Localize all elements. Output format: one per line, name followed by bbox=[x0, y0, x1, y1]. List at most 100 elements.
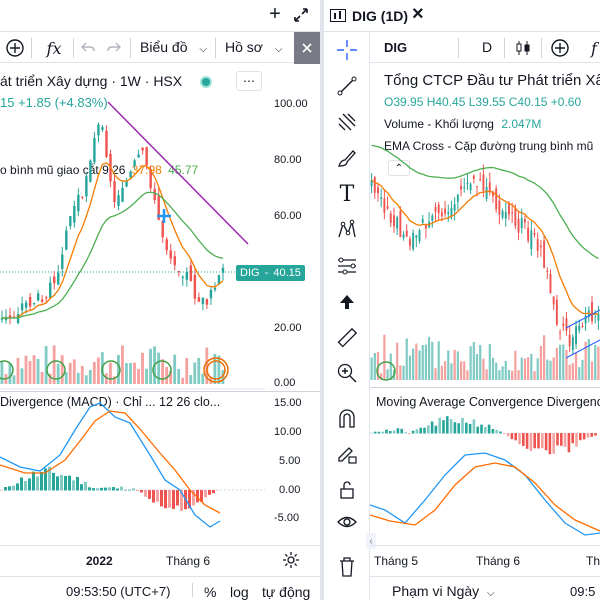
lock-icon[interactable] bbox=[335, 478, 359, 502]
chart-tab[interactable]: DIG (1D) × bbox=[324, 0, 600, 31]
macd-histogram-bar bbox=[68, 475, 71, 491]
layout-divider[interactable] bbox=[320, 0, 324, 600]
volume-bar bbox=[165, 366, 169, 384]
macd-histogram-bar bbox=[140, 490, 143, 493]
volume-bar bbox=[217, 355, 221, 384]
candle-body bbox=[125, 180, 128, 187]
add-indicator-icon[interactable] bbox=[549, 37, 571, 59]
percent-scale-button[interactable]: % bbox=[204, 584, 217, 600]
eye-icon[interactable] bbox=[335, 510, 359, 534]
candle-body bbox=[53, 276, 56, 284]
profile-dropdown[interactable]: Hồ sơ ⌵ bbox=[225, 39, 282, 55]
stay-in-drawing-icon[interactable] bbox=[335, 442, 359, 466]
volume-bar bbox=[469, 346, 472, 380]
collapse-panel-button[interactable] bbox=[294, 32, 320, 64]
candle-body bbox=[520, 218, 523, 229]
crosshair-tool-icon[interactable] bbox=[335, 38, 359, 62]
candle-body bbox=[584, 315, 587, 324]
undo-icon[interactable] bbox=[78, 38, 98, 58]
left-price-axis[interactable]: 100.00 80.00 60.00 20.00 0.00 bbox=[265, 63, 320, 393]
pane-divider[interactable] bbox=[0, 391, 320, 392]
magnet-icon[interactable] bbox=[335, 406, 359, 430]
date-range-dropdown[interactable]: Phạm vi Ngày ⌵ bbox=[392, 583, 495, 599]
symbol-title[interactable]: át triển Xây dựng · 1W · HSX bbox=[0, 73, 183, 89]
brush-tool-icon[interactable] bbox=[335, 146, 359, 170]
candle-body bbox=[568, 334, 571, 347]
right-macd-chart[interactable] bbox=[370, 405, 600, 545]
candle-body bbox=[153, 189, 156, 201]
ema-cross-legend[interactable]: EMA Cross - Cặp đường trung bình mũ bbox=[384, 139, 594, 153]
volume-bar bbox=[96, 357, 100, 384]
volume-bar bbox=[399, 365, 402, 380]
volume-bar bbox=[440, 365, 444, 380]
fx-icon[interactable]: f bbox=[591, 38, 597, 58]
macd-legend[interactable]: Divergence (MACD) · Chỉ ... 12 26 clo... bbox=[0, 395, 221, 409]
macd-histogram-bar bbox=[12, 485, 15, 491]
settings-gear-icon[interactable] bbox=[281, 550, 301, 570]
collapse-arrow-icon[interactable]: ‹ bbox=[366, 533, 376, 549]
volume-bar bbox=[424, 344, 428, 380]
volume-bar bbox=[514, 350, 517, 380]
pattern-tool-icon[interactable] bbox=[335, 218, 359, 242]
volume-bar bbox=[428, 336, 431, 380]
prediction-tool-icon[interactable] bbox=[335, 254, 359, 278]
trendline-tool-icon[interactable] bbox=[335, 74, 359, 98]
candle-body bbox=[424, 224, 427, 229]
chart-type-dropdown[interactable]: Biểu đồ ⌵ bbox=[140, 39, 207, 55]
expand-icon[interactable] bbox=[292, 6, 310, 24]
add-indicator-icon[interactable] bbox=[4, 37, 26, 59]
candle-body bbox=[418, 230, 421, 242]
clock[interactable]: 09:5 bbox=[570, 584, 596, 599]
macd-histogram-bar bbox=[156, 490, 159, 502]
text-tool-icon[interactable]: T bbox=[339, 181, 355, 207]
close-tab-icon[interactable]: × bbox=[412, 3, 424, 25]
volume-bar bbox=[197, 358, 201, 384]
pane-divider[interactable] bbox=[370, 387, 600, 388]
clock[interactable]: 09:53:50 (UTC+7) bbox=[66, 584, 171, 599]
volume-bar bbox=[44, 346, 48, 384]
interval-button[interactable]: D bbox=[482, 39, 493, 55]
symbol-search[interactable]: DIG bbox=[384, 40, 408, 55]
ruler-tool-icon[interactable] bbox=[335, 326, 359, 350]
left-time-axis[interactable]: 2022 Tháng 6 bbox=[0, 545, 320, 575]
right-price-chart[interactable] bbox=[370, 130, 600, 392]
volume-bar bbox=[40, 372, 44, 384]
event-marker-icon bbox=[206, 360, 226, 380]
log-scale-button[interactable]: log bbox=[230, 584, 249, 600]
right-chart-pane: DIG (1D) × T bbox=[324, 0, 600, 600]
left-chart-pane: + fx Biểu đồ ⌵ Hồ sơ ⌵ át bbox=[0, 2, 320, 600]
candle-body bbox=[0, 318, 4, 320]
volume-bar bbox=[431, 341, 434, 380]
more-options-button[interactable]: ⋯ bbox=[236, 71, 262, 91]
add-chart-icon[interactable]: + bbox=[269, 2, 281, 25]
candle-body bbox=[523, 218, 526, 223]
left-price-chart[interactable] bbox=[0, 96, 265, 390]
left-macd-axis[interactable]: 15.00 10.00 5.00 0.00 -5.00 bbox=[265, 395, 320, 540]
indicators-button[interactable]: fx bbox=[42, 37, 66, 59]
redo-icon[interactable] bbox=[104, 38, 124, 58]
range-label: Phạm vi Ngày bbox=[392, 583, 480, 599]
macd-histogram-bar bbox=[216, 490, 219, 491]
right-symbol-title[interactable]: Tổng CTCP Đầu tư Phát triển Xây bbox=[384, 72, 600, 89]
candle-body bbox=[434, 206, 437, 212]
right-macd-legend[interactable]: Moving Average Convergence Divergenc bbox=[376, 395, 600, 409]
chart-tab-icon bbox=[330, 9, 346, 22]
candle-body bbox=[488, 182, 491, 192]
axis-label: 15.00 bbox=[274, 397, 302, 409]
auto-scale-button[interactable]: tự động bbox=[262, 584, 311, 600]
candle-body bbox=[469, 184, 472, 191]
right-time-axis[interactable]: Tháng 5 Tháng 6 Th bbox=[370, 545, 600, 575]
candles-icon[interactable] bbox=[513, 38, 533, 58]
zoom-in-icon[interactable] bbox=[335, 361, 359, 385]
candle-body bbox=[97, 124, 100, 136]
trash-icon[interactable] bbox=[335, 555, 359, 579]
volume-legend[interactable]: Volume - Khối lượng 2.047M bbox=[384, 117, 541, 131]
left-macd-chart[interactable] bbox=[0, 395, 265, 540]
volume-bar bbox=[597, 346, 600, 380]
ema-legend[interactable]: o bình mũ giao cắt 9 26 37.98 45.77 bbox=[0, 163, 198, 177]
fib-tool-icon[interactable] bbox=[335, 110, 359, 134]
arrow-up-icon[interactable] bbox=[335, 290, 359, 314]
price-tag-symbol: DIG bbox=[240, 267, 260, 279]
volume-bar bbox=[141, 352, 144, 384]
macd-histogram-bar bbox=[40, 471, 43, 491]
